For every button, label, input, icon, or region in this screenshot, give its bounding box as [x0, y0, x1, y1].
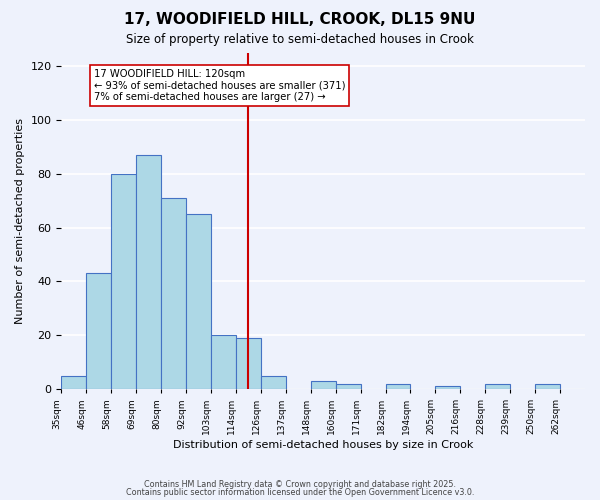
Bar: [436, 386, 460, 389]
Bar: [485, 384, 510, 389]
Bar: [386, 384, 410, 389]
Bar: [61, 376, 86, 389]
Bar: [261, 376, 286, 389]
Text: Contains HM Land Registry data © Crown copyright and database right 2025.: Contains HM Land Registry data © Crown c…: [144, 480, 456, 489]
Text: Size of property relative to semi-detached houses in Crook: Size of property relative to semi-detach…: [126, 32, 474, 46]
Bar: [136, 155, 161, 389]
Text: Contains public sector information licensed under the Open Government Licence v3: Contains public sector information licen…: [126, 488, 474, 497]
Bar: [311, 381, 335, 389]
Bar: [111, 174, 136, 389]
Bar: [186, 214, 211, 389]
Text: 17 WOODIFIELD HILL: 120sqm
← 93% of semi-detached houses are smaller (371)
7% of: 17 WOODIFIELD HILL: 120sqm ← 93% of semi…: [94, 68, 346, 102]
Text: 17, WOODIFIELD HILL, CROOK, DL15 9NU: 17, WOODIFIELD HILL, CROOK, DL15 9NU: [124, 12, 476, 28]
X-axis label: Distribution of semi-detached houses by size in Crook: Distribution of semi-detached houses by …: [173, 440, 473, 450]
Bar: [535, 384, 560, 389]
Bar: [335, 384, 361, 389]
Y-axis label: Number of semi-detached properties: Number of semi-detached properties: [15, 118, 25, 324]
Bar: [236, 338, 261, 389]
Bar: [211, 335, 236, 389]
Bar: [161, 198, 186, 389]
Bar: [86, 274, 111, 389]
